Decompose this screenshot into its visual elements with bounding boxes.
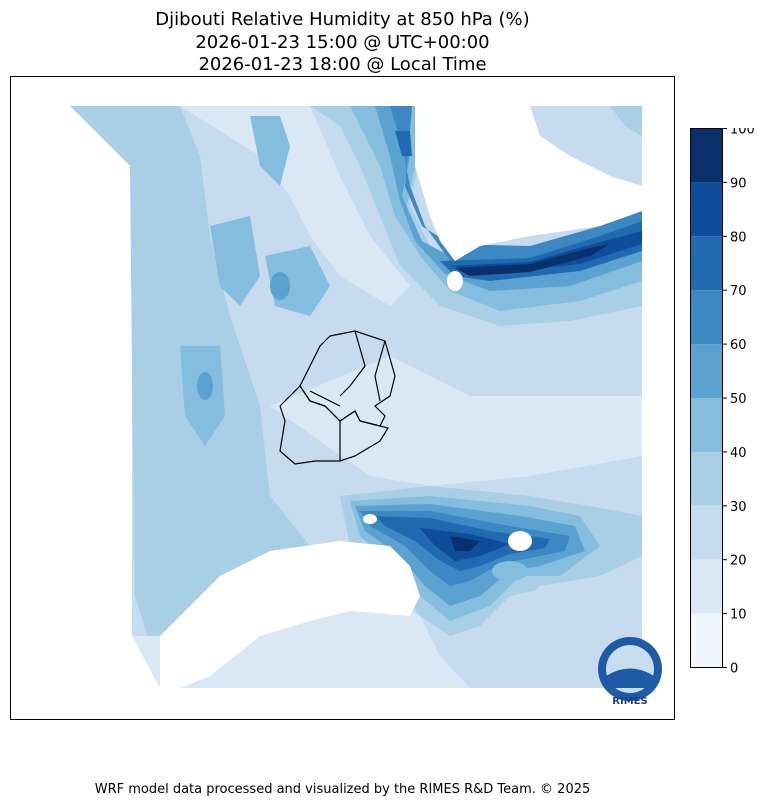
colorbar-tick-label: 50 [730, 392, 747, 407]
rimes-logo-text: RIMES [612, 696, 647, 707]
chart-title: Djibouti Relative Humidity at 850 hPa (%… [155, 9, 530, 30]
colorbar-swatch [690, 236, 723, 291]
colorbar-swatch [690, 128, 723, 183]
colorbar-tick-label: 80 [730, 230, 747, 245]
colorbar-tick-label: 60 [730, 338, 747, 353]
colorbar-swatch [690, 182, 723, 237]
colorbar-tick-label: 10 [730, 608, 747, 623]
colorbar-swatch [690, 451, 723, 506]
rimes-logo: RIMES [598, 637, 662, 707]
humidity-map: RIMES [10, 76, 675, 720]
colorbar-tick-label: 40 [730, 446, 747, 461]
colorbar-swatch [690, 398, 723, 452]
humidity-field [70, 106, 642, 688]
colorbar-tick-label: 0 [730, 662, 738, 677]
colorbar-tick-label: 100 [730, 128, 755, 138]
colorbar-swatch [690, 613, 723, 668]
colorbar-swatch [690, 505, 723, 560]
colorbar-tick-label: 30 [730, 500, 747, 515]
colorbar-swatch [690, 559, 723, 614]
footer-credit: WRF model data processed and visualized … [94, 782, 591, 797]
colorbar-tick-label: 20 [730, 554, 747, 569]
djibouti-boundary [279, 330, 396, 465]
colorbar-tick-label: 70 [730, 284, 747, 299]
local-time-label: 2026-01-23 18:00 @ Local Time [198, 54, 487, 75]
utc-time-label: 2026-01-23 15:00 @ UTC+00:00 [195, 32, 490, 53]
colorbar-swatch [690, 344, 723, 398]
colorbar: 0 10 20 30 40 50 60 70 80 90 100 [690, 128, 755, 677]
colorbar-swatch [690, 290, 723, 345]
colorbar-tick-label: 90 [730, 176, 747, 191]
masked-areas [10, 76, 675, 720]
